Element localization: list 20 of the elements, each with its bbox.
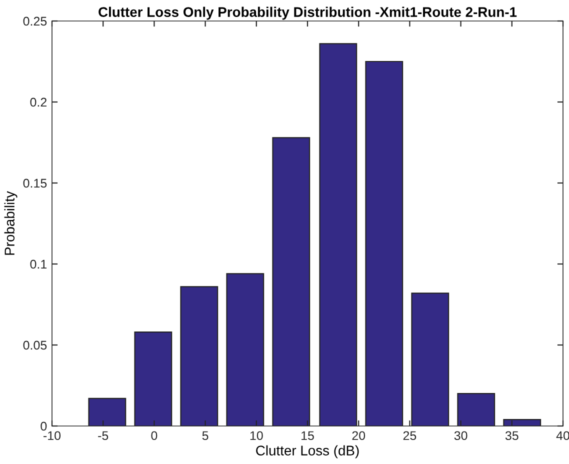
x-tick-label: -5: [98, 431, 108, 440]
y-tick-label: 0.05: [23, 340, 47, 350]
y-tick-label: 0.15: [23, 178, 47, 188]
chart-title: Clutter Loss Only Probability Distribution -Xmit1-Route 2-Run-1: [98, 6, 517, 20]
y-tick-label: 0.1: [30, 260, 47, 269]
x-tick-label: 25: [403, 431, 416, 440]
x-tick-label: 20: [352, 431, 366, 440]
x-tick-label: 0: [151, 431, 158, 440]
x-axis-title: Clutter Loss (dB): [256, 445, 359, 458]
y-tick-label: 0.25: [23, 16, 47, 26]
y-tick-label: 0: [40, 422, 47, 431]
x-tick-label: -10: [44, 431, 61, 440]
x-tick-label: 10: [250, 431, 263, 440]
x-tick-label: 35: [505, 431, 518, 440]
x-tick-label: 40: [556, 431, 569, 440]
x-tick-label: 15: [302, 431, 314, 440]
y-axis-title: Probability: [4, 191, 18, 255]
x-tick-label: 5: [202, 431, 208, 440]
y-tick-label: 0.2: [30, 98, 47, 107]
x-tick-label: 30: [454, 431, 468, 440]
